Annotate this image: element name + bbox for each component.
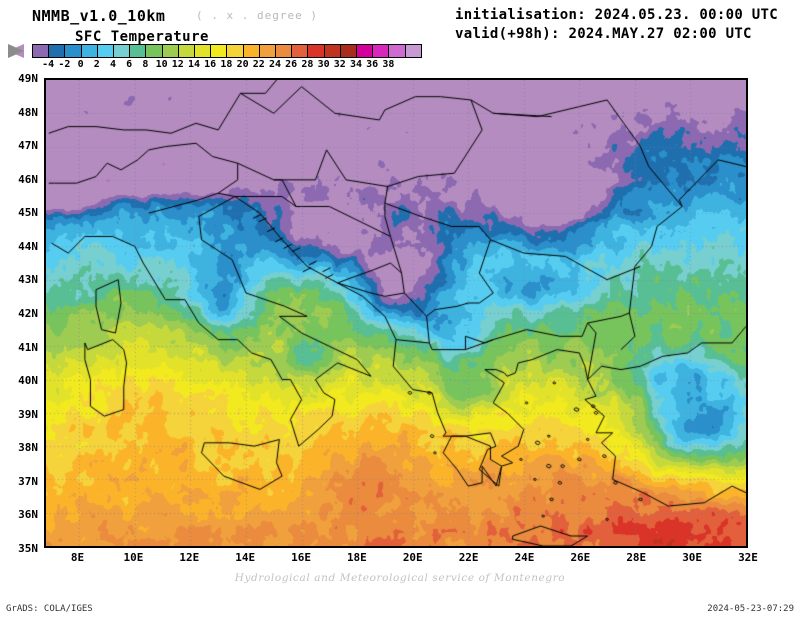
colorbar-tick: 36 [366,59,379,70]
colorbar-swatch [48,44,66,58]
longitude-tick-label: 10E [123,551,144,564]
colorbar-swatch [210,44,228,58]
longitude-tick-label: 8E [70,551,85,564]
latitude-tick-label: 43N [18,273,38,287]
colorbar-tick: 10 [155,59,168,70]
colorbar-swatch [161,44,179,58]
colorbar-swatch [242,44,260,58]
colorbar-swatch [113,44,131,58]
longitude-tick-label: 28E [626,551,647,564]
colorbar-over-arrow-icon [8,44,24,58]
latitude-tick-label: 38N [18,441,38,455]
colorbar-tick: 30 [317,59,330,70]
colorbar: -4 -2 0 2 4 6 8 10 12 14 16 18 20 22 24 26 28 30 32 34 36 38 [8,44,448,72]
agency-credit: Hydrological and Meteorological service … [234,572,566,584]
valid-time: valid(+98h): 2024.MAY.27 02:00 UTC [455,26,752,42]
colorbar-swatch [226,44,244,58]
colorbar-tick: 6 [126,59,133,70]
colorbar-tick: 28 [301,59,314,70]
latitude-tick-label: 40N [18,374,38,388]
colorbar-tick: 16 [204,59,217,70]
colorbar-tick: 22 [252,59,265,70]
colorbar-swatch [258,44,276,58]
temperature-field-raster [46,80,746,546]
colorbar-tick: 24 [268,59,282,70]
colorbar-swatch [177,44,195,58]
colorbar-swatch [356,44,374,58]
colorbar-swatch [64,44,82,58]
colorbar-swatch [339,44,357,58]
colorbar-tick: 26 [285,59,298,70]
colorbar-swatch [145,44,163,58]
units-note: ( . x . degree ) [196,9,318,22]
longitude-tick-label: 16E [291,551,311,564]
colorbar-swatch [194,44,212,58]
colorbar-tick: 20 [236,59,249,70]
latitude-tick-label: 46N [18,172,38,186]
latitude-tick-label: 35N [18,542,38,555]
latitude-tick-label: 39N [18,407,38,421]
latitude-tick-label: 44N [18,239,38,253]
colorbar-swatch [32,44,50,58]
colorbar-swatch [275,44,293,58]
longitude-tick-label: 26E [570,551,591,564]
longitude-tick-label: 12E [179,551,200,564]
latitude-tick-label: 45N [18,206,38,220]
grads-attribution: GrADS: COLA/IGES [6,604,93,614]
longitude-tick-label: 14E [235,551,256,564]
longitude-tick-label: 24E [514,551,535,564]
colorbar-swatch [404,44,422,58]
colorbar-swatch [323,44,341,58]
colorbar-tick: 4 [109,59,117,70]
longitude-tick-label: 30E [682,551,703,564]
colorbar-swatch [96,44,114,58]
latitude-tick-label: 36N [18,508,38,522]
latitude-tick-label: 41N [18,340,38,354]
colorbar-tick: 0 [77,59,84,70]
longitude-tick-label: 22E [458,551,479,564]
colorbar-tick: -2 [58,59,71,70]
longitude-tick-label: 20E [402,551,423,564]
colorbar-tick: 12 [171,59,184,70]
latitude-tick-label: 48N [18,105,38,119]
latitude-tick-label: 37N [18,474,38,488]
model-title: NMMB_v1.0_10km [32,7,166,25]
initialisation-time: initialisation: 2024.05.23. 00:00 UTC [455,7,778,23]
latitude-tick-label: 42N [18,307,38,320]
colorbar-swatch [129,44,147,58]
colorbar-tick: 34 [349,59,363,70]
colorbar-swatch [372,44,390,58]
colorbar-swatch [80,44,98,58]
colorbar-tick: 32 [333,59,346,70]
field-name-label: SFC Temperature [75,29,209,45]
colorbar-swatch [388,44,406,58]
colorbar-tick: 14 [187,59,201,70]
colorbar-tick: 38 [382,59,395,70]
colorbar-tick: 2 [93,59,100,70]
latitude-tick-label: 49N [18,72,38,85]
colorbar-tick: 18 [220,59,233,70]
latitude-tick-label: 47N [18,139,38,153]
map-plot-area[interactable] [44,78,748,548]
colorbar-swatch [291,44,309,58]
render-timestamp: 2024-05-23-07:29 [707,604,794,614]
colorbar-tick: -4 [42,59,55,70]
longitude-tick-label: 18E [346,551,367,564]
colorbar-tick: 8 [142,59,149,70]
colorbar-swatch [307,44,325,58]
longitude-tick-label: 32E [738,551,758,564]
